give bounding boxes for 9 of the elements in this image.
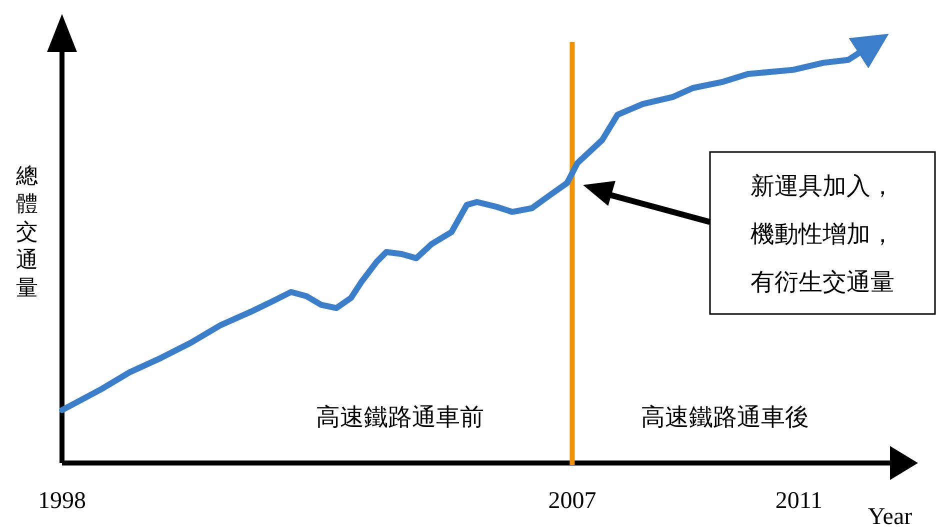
x-tick-label: 2007 (548, 488, 596, 514)
x-tick-label: 1998 (38, 488, 86, 514)
annotation-note: 新運具加入，機動性增加，有衍生交通量 (583, 151, 936, 315)
annotation: 高速鐵路通車後 (641, 404, 809, 431)
annotation: 高速鐵路通車前 (316, 404, 484, 431)
x-axis-title: Year (868, 504, 912, 527)
y-axis-title: 總體交通量 (15, 163, 38, 300)
annotation: 新運具加入，機動性增加，有衍生交通量 (750, 173, 894, 296)
x-tick-label: 2011 (775, 488, 823, 514)
